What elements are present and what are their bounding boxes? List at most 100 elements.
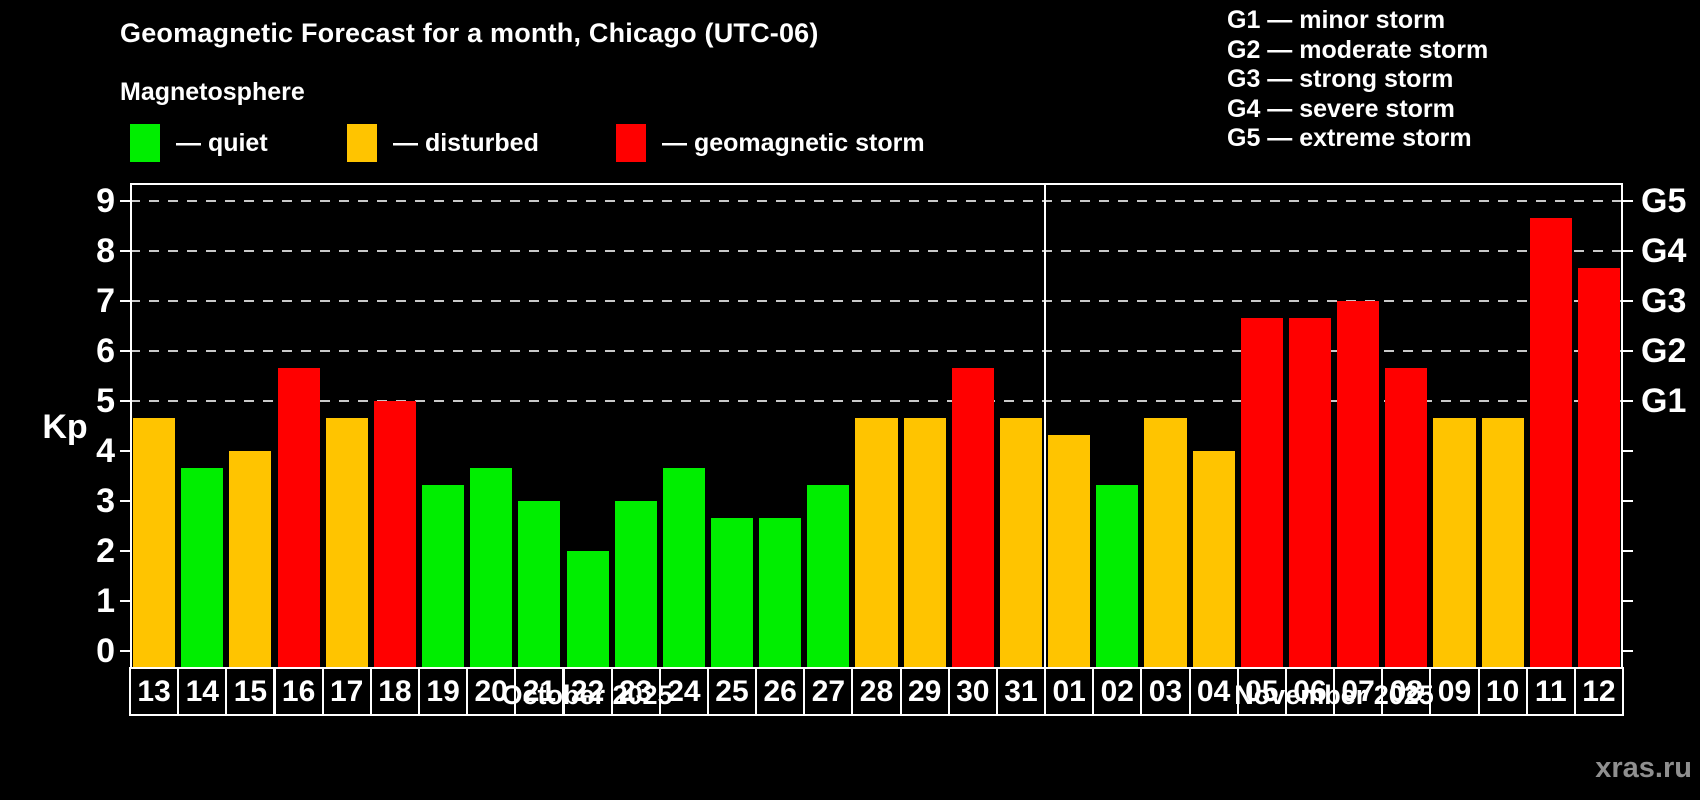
day-label-30: 30 [947,667,998,716]
day-label-02: 02 [1092,667,1143,716]
right-tick-1 [1623,600,1633,602]
g1-legend-line: G1 — minor storm [1227,6,1446,34]
y-axis-title: Kp [42,408,88,446]
month-label-november: November 2025 [1234,680,1434,710]
day-label-23: 23 [610,667,661,716]
gridline-kp7 [130,300,1623,302]
kp-bar-23 [614,501,657,669]
legend-item-quiet: — quiet [130,122,268,164]
quiet-color-swatch [130,124,160,162]
kp-bar-24 [662,467,705,669]
day-label-16: 16 [273,667,324,716]
disturbed-color-swatch [347,124,377,162]
y-tick-label-6: 6 [96,332,115,370]
gridline-kp6 [130,350,1623,352]
left-tick-3 [120,500,130,502]
right-tick-0 [1623,650,1633,652]
g5-legend-line: G5 — extreme storm [1227,124,1472,152]
day-label-21: 21 [514,667,565,716]
storm-color-swatch [616,124,646,162]
right-tick-9 [1623,200,1633,202]
left-tick-0 [120,650,130,652]
kp-bar-14 [181,467,224,669]
left-tick-2 [120,550,130,552]
y-tick-label-5: 5 [96,382,115,420]
left-tick-9 [120,200,130,202]
kp-bar-13 [133,417,176,669]
day-label-04: 04 [1188,667,1239,716]
legend-item-storm: — geomagnetic storm [616,122,925,164]
left-tick-5 [120,400,130,402]
kp-bar-08 [1385,367,1428,669]
y-tick-label-4: 4 [96,432,115,470]
g3-legend-line: G3 — strong storm [1227,65,1454,93]
left-tick-6 [120,350,130,352]
kp-bar-12 [1577,267,1620,669]
kp-bar-04 [1192,451,1235,669]
right-tick-7 [1623,300,1633,302]
kp-bar-29 [903,417,946,669]
kp-bar-05 [1240,317,1283,669]
day-label-19: 19 [418,667,469,716]
kp-bar-21 [518,501,561,669]
y-tick-label-7: 7 [96,282,115,320]
y-tick-label-1: 1 [96,582,115,620]
chart-title: Geomagnetic Forecast for a month, Chicag… [120,18,819,48]
y-tick-label-8: 8 [96,232,115,270]
kp-bar-07 [1337,301,1380,669]
gridline-kp5 [130,400,1623,402]
g-axis-label-G2: G2 [1641,332,1687,370]
day-label-31: 31 [995,667,1047,716]
gridline-kp8 [130,250,1623,252]
y-tick-label-2: 2 [96,532,115,570]
kp-bar-02 [1096,484,1139,669]
day-label-01: 01 [1044,667,1095,716]
kp-bar-06 [1288,317,1332,669]
kp-bar-20 [470,467,513,669]
legend-disturbed-label: — disturbed [393,128,539,157]
right-tick-4 [1623,450,1633,452]
y-tick-label-3: 3 [96,482,115,520]
watermark: xras.ru [1595,752,1692,784]
left-tick-8 [120,250,130,252]
kp-bar-11 [1529,217,1572,669]
day-label-13: 13 [129,667,180,716]
g-axis-label-G5: G5 [1641,182,1687,220]
kp-bar-09 [1433,417,1476,669]
right-tick-6 [1623,350,1633,352]
g-axis-label-G4: G4 [1641,232,1687,270]
month-separator-line [1044,183,1046,669]
right-tick-8 [1623,250,1633,252]
g-axis-label-G3: G3 [1641,282,1687,320]
kp-bar-19 [422,484,465,669]
kp-bar-18 [373,401,416,669]
day-label-12: 12 [1573,667,1624,716]
day-label-15: 15 [225,667,276,716]
day-label-28: 28 [851,667,902,716]
plot-border [130,183,1623,669]
g4-legend-line: G4 — severe storm [1227,94,1455,123]
kp-bar-03 [1144,417,1187,669]
kp-bar-15 [229,451,272,669]
right-tick-2 [1623,550,1633,552]
day-label-18: 18 [369,667,420,716]
left-tick-7 [120,300,130,302]
right-tick-3 [1623,500,1633,502]
kp-bar-30 [951,367,994,669]
kp-bar-26 [759,517,802,669]
g-scale-legend: G1 — minor storm G2 — moderate storm G3 … [1227,6,1488,154]
y-tick-label-0: 0 [96,632,115,670]
kp-bar-01 [1048,434,1091,669]
kp-bar-27 [807,484,850,669]
day-label-06: 06 [1284,667,1336,716]
g-axis-label-G1: G1 [1641,382,1687,420]
chart-subtitle: Magnetosphere [120,78,305,106]
day-label-11: 11 [1525,667,1576,716]
kp-bar-28 [855,417,898,669]
y-tick-label-9: 9 [96,182,115,220]
legend-item-disturbed: — disturbed [347,122,539,164]
legend-storm-label: — geomagnetic storm [662,128,925,157]
day-label-10: 10 [1477,667,1528,716]
day-label-14: 14 [177,667,228,716]
